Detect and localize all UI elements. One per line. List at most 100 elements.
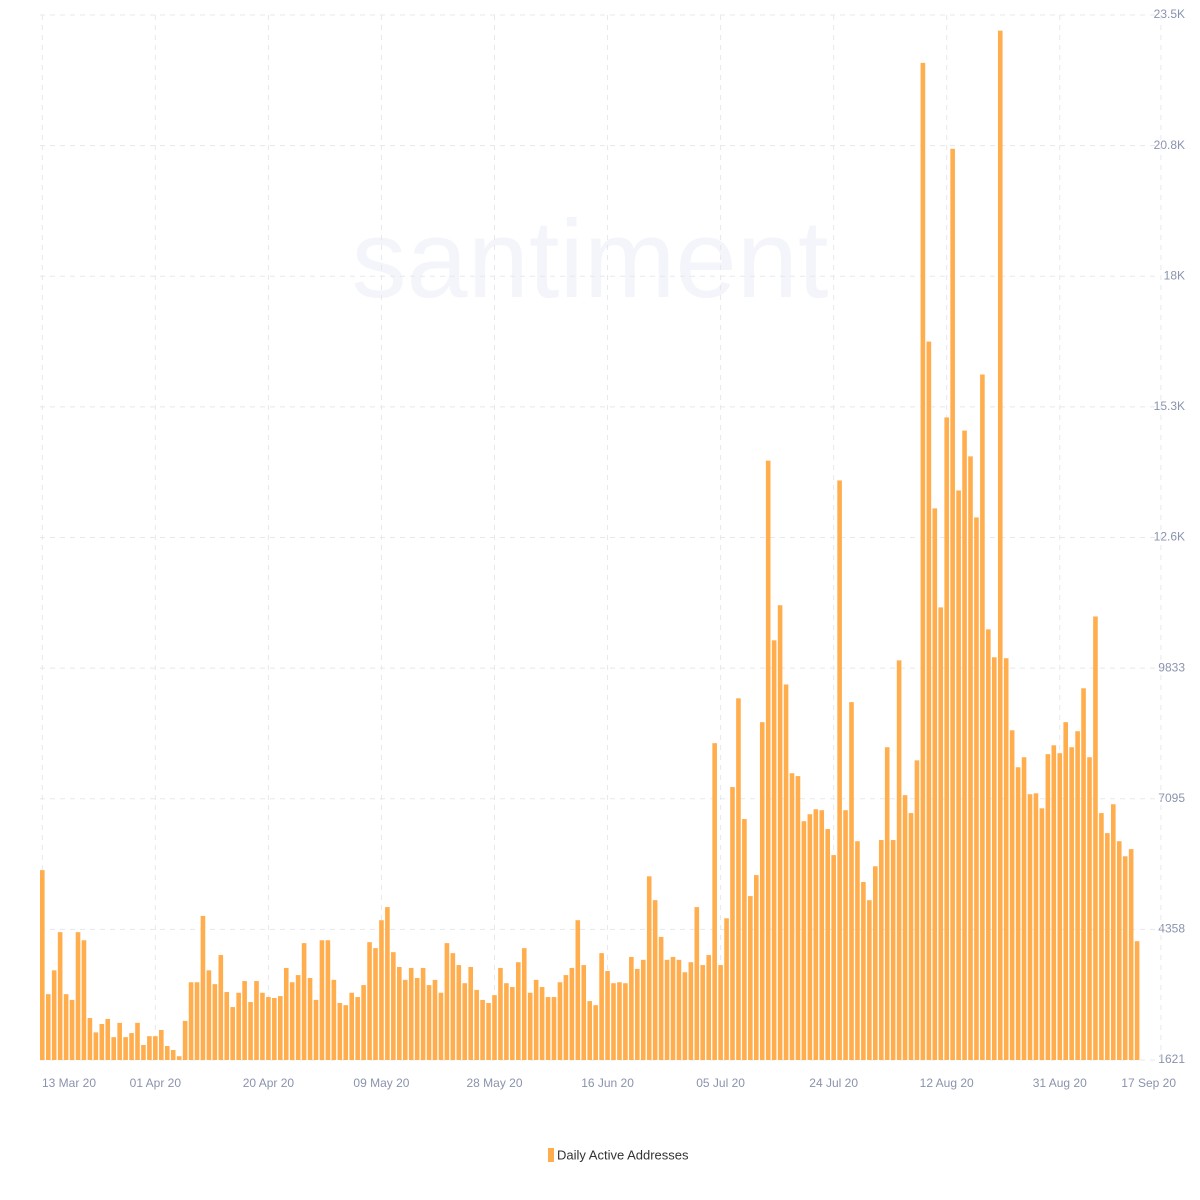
bar (492, 995, 497, 1060)
bar (486, 1003, 491, 1060)
bar (289, 982, 295, 1060)
bar (99, 1024, 105, 1060)
bar (224, 992, 230, 1060)
bar (516, 962, 521, 1060)
bar (771, 640, 777, 1060)
bar (159, 1029, 164, 1060)
watermark: santiment (352, 198, 829, 321)
bar (777, 605, 783, 1060)
bar (748, 896, 753, 1060)
bar (867, 900, 872, 1060)
x-tick-label: 12 Aug 20 (920, 1076, 974, 1090)
bar (385, 907, 390, 1060)
x-tick-label: 31 Aug 20 (1033, 1076, 1087, 1090)
bar (783, 684, 789, 1060)
bar (1057, 753, 1063, 1060)
x-tick-label: 13 Mar 20 (42, 1076, 96, 1090)
bar (1015, 767, 1021, 1060)
bar (248, 1002, 253, 1060)
bar (837, 480, 842, 1060)
bar (819, 810, 825, 1060)
bar (1063, 722, 1068, 1060)
bar (884, 747, 890, 1060)
bar (391, 952, 396, 1060)
bar (361, 985, 366, 1060)
bar (932, 508, 938, 1060)
bar (980, 374, 985, 1060)
bar (438, 992, 444, 1060)
bar (510, 987, 515, 1060)
bar (1003, 658, 1009, 1060)
bar (605, 971, 610, 1060)
bar (706, 955, 711, 1060)
bar (379, 920, 384, 1060)
bar (188, 982, 194, 1060)
bar (420, 967, 426, 1060)
bar (997, 30, 1003, 1060)
bar (194, 982, 200, 1060)
bar (349, 992, 354, 1060)
x-tick-label: 09 May 20 (353, 1076, 409, 1090)
bar (1099, 813, 1104, 1060)
bar (789, 773, 795, 1060)
bar (355, 997, 360, 1060)
bar (557, 982, 563, 1060)
bar (938, 607, 944, 1060)
bar (754, 875, 759, 1060)
y-tick-label: 20.8K (1154, 138, 1185, 152)
y-tick-label: 15.3K (1154, 399, 1185, 413)
bar (581, 965, 587, 1060)
bar (730, 787, 735, 1060)
bar (1021, 757, 1027, 1060)
bar (230, 1007, 235, 1060)
bar (153, 1036, 158, 1060)
bar (1116, 841, 1122, 1060)
bar (69, 999, 75, 1060)
bar (295, 975, 301, 1060)
bar (849, 702, 854, 1060)
bar (1069, 747, 1074, 1060)
bar (831, 855, 836, 1060)
bar (688, 962, 694, 1060)
bar (63, 994, 69, 1060)
bar (402, 979, 408, 1060)
bar (718, 965, 723, 1060)
bar (135, 1022, 140, 1060)
bar (426, 985, 432, 1060)
bar (1087, 757, 1092, 1060)
bar (974, 517, 979, 1060)
bar (1128, 849, 1134, 1060)
bar (599, 953, 604, 1060)
bar (111, 1037, 116, 1060)
bar (640, 959, 646, 1060)
bar (944, 417, 949, 1061)
bar (623, 983, 628, 1060)
y-tick-label: 4358 (1158, 922, 1185, 936)
bar (1134, 941, 1140, 1060)
x-tick-label: 24 Jul 20 (809, 1076, 858, 1090)
bar (533, 979, 539, 1060)
x-tick-label: 01 Apr 20 (130, 1076, 182, 1090)
bar (272, 998, 277, 1060)
legend-label: Daily Active Addresses (557, 1147, 689, 1162)
bar (664, 959, 670, 1060)
bar (319, 940, 325, 1060)
bar (855, 841, 860, 1060)
bar (629, 956, 634, 1060)
bar (81, 940, 87, 1060)
bar (474, 989, 479, 1060)
bar (1033, 793, 1039, 1060)
bar (397, 966, 402, 1060)
bar (801, 821, 807, 1060)
x-tick-label: 28 May 20 (466, 1076, 522, 1090)
y-tick-label: 7095 (1158, 791, 1185, 805)
bar (87, 1018, 93, 1060)
bar (652, 900, 658, 1060)
bar (896, 660, 902, 1060)
bar (212, 984, 218, 1060)
bar (759, 722, 765, 1060)
bar (861, 882, 866, 1060)
x-tick-label: 05 Jul 20 (696, 1076, 745, 1090)
bar (260, 992, 265, 1060)
